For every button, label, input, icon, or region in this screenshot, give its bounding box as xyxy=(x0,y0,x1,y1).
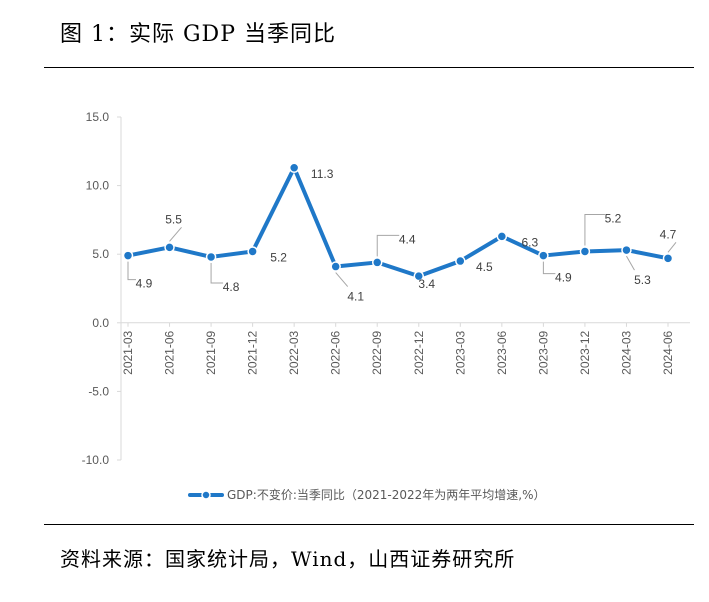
series-point xyxy=(662,253,674,264)
series-point xyxy=(371,257,383,268)
leader-line xyxy=(584,213,605,246)
series-point xyxy=(621,244,632,256)
data-label: 4.9 xyxy=(555,271,572,285)
data-label: 4.8 xyxy=(223,280,240,294)
x-tick-label: 2021-09 xyxy=(204,330,218,374)
series-point xyxy=(579,246,591,257)
category-labels: 2021-03 2021-06 2021-09 2021-12 2022-03 2022-… xyxy=(121,322,675,375)
x-tick-label: 2024-03 xyxy=(619,330,633,374)
series-point xyxy=(247,246,258,257)
series-point xyxy=(288,162,300,174)
figure-source: 资料来源：国家统计局，Wind，山西证券研究所 xyxy=(60,547,516,571)
y-tick-label: 0.0 xyxy=(92,316,109,330)
leader-line xyxy=(127,261,136,281)
series-point xyxy=(413,270,425,282)
label-leaders xyxy=(127,213,677,287)
data-label: 4.4 xyxy=(399,232,416,246)
series-point xyxy=(538,250,549,261)
leader-line xyxy=(376,234,400,257)
series-point xyxy=(205,251,217,263)
data-label: 5.3 xyxy=(634,273,651,287)
series-point xyxy=(164,242,175,253)
data-labels: 4.9 5.5 4.8 5.2 11.3 4.1 4.4 3.4 4.5 6.3 4.9 5.2 5.3… xyxy=(136,167,677,304)
x-tick-label: 2021-06 xyxy=(163,330,177,374)
x-tick-label: 2023-03 xyxy=(453,330,467,374)
x-tick-label: 2021-12 xyxy=(246,330,260,374)
x-tick-label: 2023-09 xyxy=(536,330,550,374)
x-tick-label: 2022-06 xyxy=(329,330,343,374)
bottom-rule xyxy=(44,524,694,525)
data-label: 5.5 xyxy=(165,212,182,226)
data-label: 4.7 xyxy=(660,227,677,241)
y-tick-label: 15.0 xyxy=(86,110,110,124)
x-tick-label: 2023-06 xyxy=(495,330,509,374)
x-tick-label: 2022-12 xyxy=(412,330,426,374)
series-point xyxy=(122,250,134,261)
x-tick-label: 2024-06 xyxy=(661,330,675,374)
y-tick-label: 5.0 xyxy=(92,247,109,261)
chart-axes: 15.0 10.0 5.0 0.0 -5.0 -10.0 xyxy=(82,110,690,467)
data-label: 6.3 xyxy=(522,235,539,249)
leader-line xyxy=(542,261,556,275)
legend-marker xyxy=(201,490,211,500)
data-label: 5.2 xyxy=(270,250,287,264)
leader-line xyxy=(169,227,182,242)
y-tick-label: -5.0 xyxy=(88,384,109,398)
y-tick-label: -10.0 xyxy=(82,453,110,467)
series-point xyxy=(330,261,341,272)
x-tick-label: 2021-03 xyxy=(121,330,135,374)
top-rule xyxy=(44,67,694,68)
legend: GDP:不变价:当季同比（2021-2022年为两年平均增速,%） xyxy=(188,487,546,502)
leader-line xyxy=(667,242,677,253)
data-label: 4.1 xyxy=(347,290,364,304)
series-point xyxy=(455,255,466,267)
x-tick-label: 2022-03 xyxy=(287,330,301,374)
data-label: 4.5 xyxy=(476,260,493,274)
series-group xyxy=(122,162,674,282)
series-point xyxy=(496,231,508,242)
series-line xyxy=(126,165,670,279)
leader-line xyxy=(335,272,349,287)
y-tick-label: 10.0 xyxy=(86,179,110,193)
figure-title: 图 1：实际 GDP 当季同比 xyxy=(60,22,336,47)
leader-line xyxy=(626,255,635,271)
data-label: 5.2 xyxy=(605,211,622,225)
legend-label: GDP:不变价:当季同比（2021-2022年为两年平均增速,%） xyxy=(227,487,546,502)
data-label: 11.3 xyxy=(311,167,334,181)
x-tick-label: 2022-09 xyxy=(370,330,384,374)
data-label: 4.9 xyxy=(136,277,153,291)
x-tick-label: 2023-12 xyxy=(578,330,592,374)
leader-line xyxy=(210,262,224,284)
data-label: 3.4 xyxy=(418,277,435,291)
